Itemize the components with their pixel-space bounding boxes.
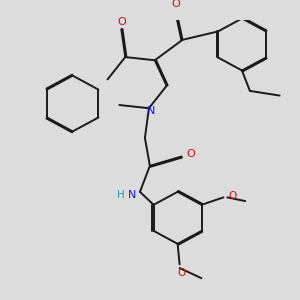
Text: O: O: [178, 268, 186, 278]
Text: O: O: [171, 0, 180, 9]
Text: N: N: [128, 190, 136, 200]
Text: N: N: [147, 106, 155, 116]
Text: O: O: [117, 17, 126, 27]
Text: O: O: [228, 190, 236, 200]
Text: H: H: [117, 190, 125, 200]
Text: O: O: [186, 149, 195, 159]
